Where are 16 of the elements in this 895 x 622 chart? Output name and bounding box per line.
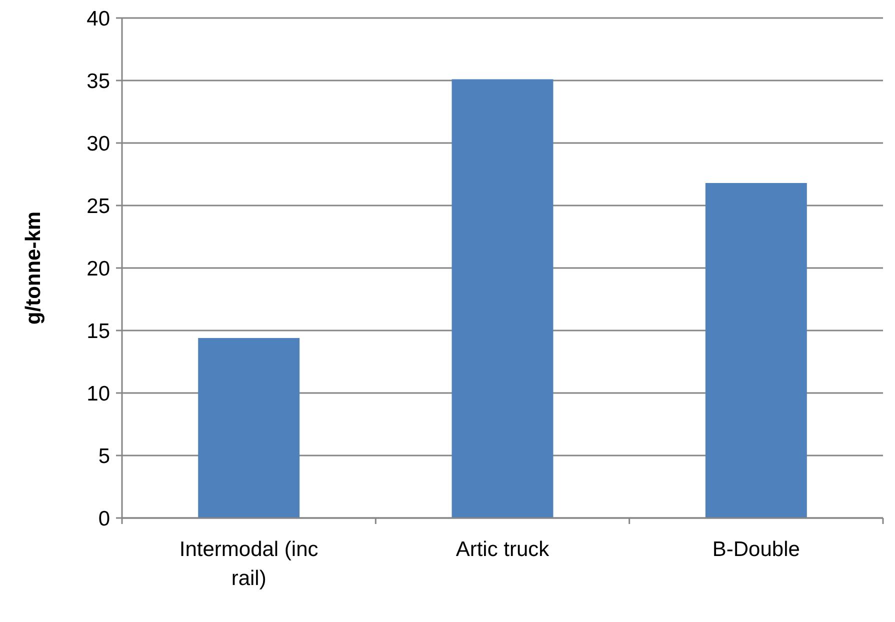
y-tick-label: 10	[86, 382, 110, 406]
y-tick-label: 5	[98, 444, 110, 468]
x-tick-label: Intermodal (inc rail)	[179, 538, 318, 590]
y-tick-label: 25	[86, 194, 110, 218]
y-tick-label: 30	[86, 132, 110, 156]
y-tick-label: 35	[86, 70, 110, 93]
y-tick-label: 20	[86, 257, 110, 280]
y-tick-label: 40	[86, 7, 110, 30]
bar	[705, 183, 807, 518]
bar	[452, 79, 554, 518]
y-tick-label: 0	[98, 507, 110, 530]
y-tick-label: 15	[86, 320, 110, 343]
y-axis-title: g/tonne-km	[22, 211, 45, 325]
x-tick-label: B-Double	[712, 538, 800, 561]
bar	[198, 338, 300, 518]
x-tick-label: Artic truck	[456, 538, 550, 561]
